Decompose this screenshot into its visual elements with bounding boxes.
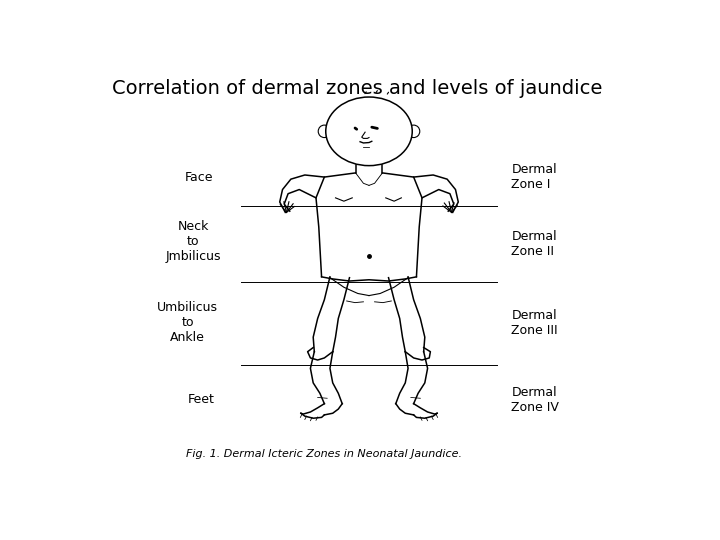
Text: Dermal
Zone III: Dermal Zone III xyxy=(511,308,558,336)
Text: Fig. 1. Dermal Icteric Zones in Neonatal Jaundice.: Fig. 1. Dermal Icteric Zones in Neonatal… xyxy=(186,449,462,458)
Ellipse shape xyxy=(325,97,413,166)
Text: Dermal
Zone I: Dermal Zone I xyxy=(511,163,557,191)
Text: Dermal
Zone II: Dermal Zone II xyxy=(511,230,557,258)
Text: Correlation of dermal zones and levels of jaundice: Correlation of dermal zones and levels o… xyxy=(112,79,603,98)
Ellipse shape xyxy=(408,125,420,138)
Text: Dermal
Zone IV: Dermal Zone IV xyxy=(511,386,559,414)
Text: Umbilicus
to
Ankle: Umbilicus to Ankle xyxy=(157,301,218,344)
Text: Neck
to
Jmbilicus: Neck to Jmbilicus xyxy=(166,220,221,263)
Ellipse shape xyxy=(318,125,330,138)
Text: Feet: Feet xyxy=(188,393,215,406)
Text: Face: Face xyxy=(184,171,213,184)
